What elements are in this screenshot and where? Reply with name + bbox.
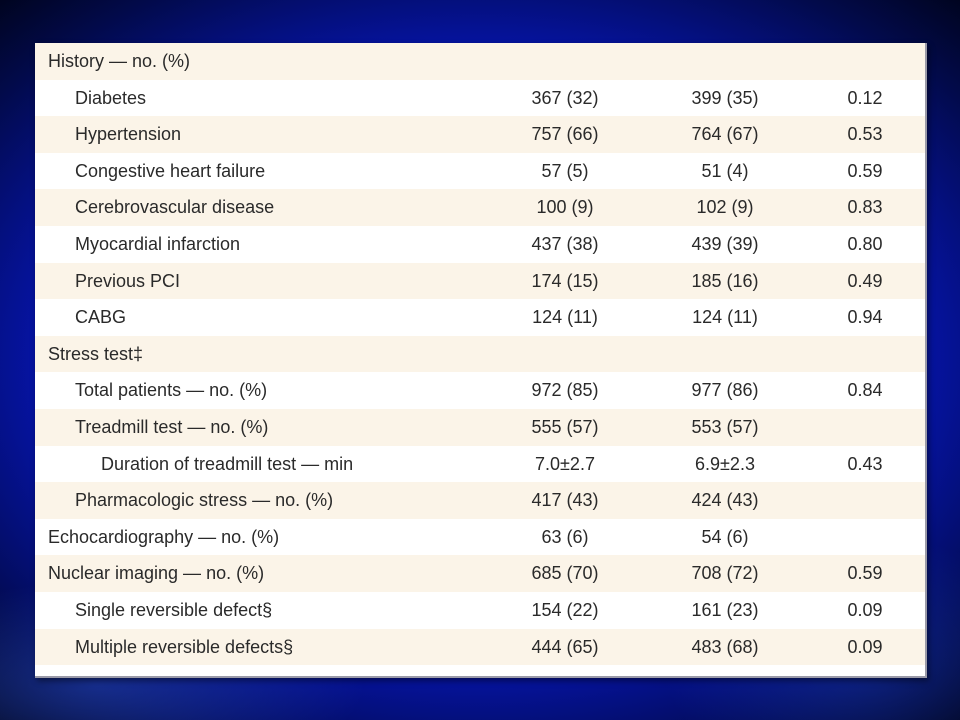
- table-row: Congestive heart failure 57 (5) 51 (4) 0.59: [35, 153, 925, 190]
- table-row: Single reversible defect§ 154 (22) 161 (23…: [35, 592, 925, 629]
- row-label: Myocardial infarction: [75, 234, 241, 254]
- group-1-value: 57 (5): [541, 160, 589, 181]
- table-row: Multiple reversible defects§ 444 (65) 483 …: [35, 628, 925, 666]
- group-1-value: 417 (43): [531, 490, 599, 511]
- row-label: Treadmill test — no. (%): [75, 417, 269, 437]
- p-value: 0.59: [847, 160, 883, 181]
- group-1-value: 972 (85): [531, 380, 599, 401]
- row-label: Congestive heart failure: [75, 160, 266, 181]
- group-2-value: 102 (9): [696, 197, 754, 218]
- row-label: Cerebrovascular disease: [75, 197, 275, 218]
- table-row: Pharmacologic stress — no. (%) 417 (43) 42…: [35, 482, 925, 519]
- group-1-value: 555 (57): [531, 417, 599, 437]
- row-label: Nuclear imaging — no. (%): [48, 563, 265, 584]
- row-label: Hypertension: [75, 124, 182, 145]
- group-1-value: 124 (11): [532, 307, 598, 328]
- row-label: Echocardiography — no. (%): [48, 526, 280, 547]
- table-row: Echocardiography — no. (%) 63 (6) 54 (6): [35, 519, 925, 556]
- p-value: 0.49: [847, 270, 883, 291]
- group-2-value: 51 (4): [701, 160, 749, 181]
- table-row: Hypertension 757 (66) 764 (67) 0.53: [35, 116, 925, 153]
- group-2-value: 553 (57): [691, 417, 759, 437]
- table-row: Diabetes 367 (32) 399 (35) 0.12: [35, 80, 925, 117]
- group-2-value: 54 (6): [701, 526, 749, 547]
- data-table: History — no. (%) Diabetes 367 (32) 399 (35…: [35, 43, 927, 678]
- group-2-value: 161 (23): [691, 600, 759, 620]
- p-value: 0.09: [847, 600, 883, 620]
- group-1-value: 444 (65): [531, 636, 599, 657]
- p-value: 0.59: [847, 563, 883, 584]
- table-row: Myocardial infarction 437 (38) 439 (39) 0.8…: [35, 226, 925, 263]
- table-row: CABG 124 (11) 124 (11) 0.94: [35, 299, 925, 336]
- p-value: 0.83: [847, 197, 883, 218]
- group-2-value: 439 (39): [691, 234, 759, 254]
- table-row: Nuclear imaging — no. (%) 685 (70) 708 (72…: [35, 555, 925, 592]
- row-label: Previous PCI: [75, 270, 181, 291]
- group-1-value: 154 (22): [531, 600, 599, 620]
- group-2-value: 483 (68): [691, 636, 759, 657]
- row-label: Stress test‡: [48, 343, 144, 364]
- group-1-value: 685 (70): [531, 563, 599, 584]
- row-label: History — no. (%): [48, 51, 191, 71]
- table-row: Total patients — no. (%) 972 (85) 977 (86)…: [35, 372, 925, 409]
- table-row: Duration of treadmill test — min 7.0±2.7 6…: [35, 446, 925, 483]
- group-2-value: 764 (67): [691, 124, 759, 145]
- row-label: Pharmacologic stress — no. (%): [75, 490, 334, 511]
- p-value: 0.80: [847, 234, 883, 254]
- p-value: 0.53: [847, 124, 883, 145]
- group-1-value: 757 (66): [531, 124, 599, 145]
- group-1-value: 7.0±2.7: [535, 453, 595, 474]
- table-row: Stress test‡: [35, 335, 925, 373]
- row-label: Diabetes: [75, 87, 147, 108]
- row-label: Single reversible defect§: [75, 600, 273, 620]
- group-1-value: 63 (6): [541, 526, 589, 547]
- group-1-value: 437 (38): [531, 234, 599, 254]
- row-label: Total patients — no. (%): [75, 380, 268, 401]
- table-row: Treadmill test — no. (%) 555 (57) 553 (57): [35, 409, 925, 446]
- group-2-value: 6.9±2.3: [695, 453, 755, 474]
- p-value: 0.12: [847, 87, 883, 108]
- group-2-value: 977 (86): [691, 380, 759, 401]
- table-row: Previous PCI 174 (15) 185 (16) 0.49: [35, 262, 925, 300]
- group-1-value: 367 (32): [531, 87, 599, 108]
- table-row: History — no. (%): [35, 43, 925, 80]
- group-2-value: 185 (16): [691, 270, 759, 291]
- group-1-value: 174 (15): [531, 270, 599, 291]
- row-label: Multiple reversible defects§: [75, 636, 294, 657]
- group-2-value: 124 (11): [692, 307, 758, 328]
- p-value: 0.09: [847, 636, 883, 657]
- p-value: 0.84: [847, 380, 883, 401]
- row-label: CABG: [75, 307, 127, 328]
- row-label: Duration of treadmill test — min: [101, 453, 354, 474]
- p-value: 0.43: [847, 453, 883, 474]
- group-2-value: 399 (35): [691, 87, 759, 108]
- p-value: 0.94: [847, 307, 883, 328]
- group-2-value: 424 (43): [691, 490, 759, 511]
- table-row: Cerebrovascular disease 100 (9) 102 (9) 0.8…: [35, 189, 925, 226]
- group-1-value: 100 (9): [536, 197, 594, 218]
- group-2-value: 708 (72): [691, 563, 759, 584]
